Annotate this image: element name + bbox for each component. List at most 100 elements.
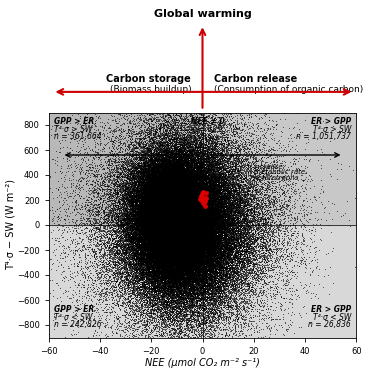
Point: [171, 232, 177, 238]
Point: [142, 224, 148, 230]
Point: [177, 231, 183, 237]
Point: [123, 191, 129, 197]
Point: [190, 205, 196, 211]
Point: [129, 128, 135, 134]
Point: [172, 164, 178, 170]
Point: [220, 242, 226, 248]
Point: [194, 197, 200, 203]
Point: [168, 225, 174, 231]
Point: [189, 254, 195, 260]
Point: [191, 259, 197, 265]
Point: [171, 215, 177, 221]
Point: [178, 216, 184, 222]
Point: [179, 149, 185, 155]
Point: [194, 202, 200, 208]
Point: [167, 249, 173, 255]
Point: [190, 211, 196, 217]
Point: [195, 185, 201, 191]
Point: [199, 253, 205, 259]
Point: [226, 189, 232, 195]
Point: [184, 174, 190, 180]
Point: [190, 262, 196, 268]
Point: [196, 217, 202, 223]
Point: [171, 232, 177, 238]
Point: [91, 137, 97, 143]
Point: [164, 204, 170, 210]
Point: [155, 266, 161, 272]
Point: [136, 246, 142, 252]
Point: [167, 213, 173, 219]
Point: [183, 230, 189, 236]
Point: [162, 260, 168, 266]
Point: [176, 236, 181, 242]
Point: [194, 222, 200, 228]
Point: [141, 182, 147, 188]
Point: [160, 216, 166, 222]
Point: [158, 238, 164, 244]
Point: [162, 189, 168, 195]
Point: [176, 253, 182, 259]
Point: [169, 202, 175, 208]
Point: [167, 204, 173, 210]
Point: [130, 272, 136, 278]
Point: [186, 186, 192, 192]
Point: [187, 211, 193, 217]
Point: [170, 229, 176, 235]
Point: [159, 180, 165, 186]
Point: [148, 190, 154, 196]
Point: [191, 190, 197, 196]
Point: [172, 178, 178, 184]
Point: [247, 223, 253, 229]
Point: [181, 184, 187, 190]
Point: [207, 246, 213, 252]
Point: [190, 171, 196, 177]
Point: [199, 234, 205, 240]
Point: [183, 210, 189, 216]
Point: [152, 239, 157, 245]
Point: [130, 248, 136, 254]
Point: [165, 240, 171, 246]
Point: [153, 222, 159, 228]
Point: [179, 209, 185, 215]
Point: [221, 237, 227, 243]
Point: [114, 202, 120, 208]
Point: [174, 218, 180, 224]
Point: [165, 250, 171, 256]
Point: [147, 237, 153, 243]
Point: [169, 224, 175, 230]
Point: [173, 225, 179, 231]
Point: [160, 228, 166, 234]
Point: [194, 247, 200, 253]
Point: [170, 241, 176, 247]
Point: [170, 210, 176, 216]
Point: [166, 276, 172, 282]
Point: [241, 305, 247, 311]
Point: [193, 239, 199, 245]
Point: [184, 134, 190, 140]
Point: [154, 248, 160, 254]
Point: [177, 199, 183, 205]
Point: [147, 217, 153, 223]
Point: [170, 232, 176, 238]
Point: [187, 238, 193, 244]
Point: [168, 230, 174, 236]
Point: [161, 211, 167, 217]
Point: [159, 183, 165, 189]
Point: [184, 141, 190, 147]
Point: [158, 223, 164, 229]
Point: [165, 196, 171, 202]
Point: [179, 247, 185, 253]
Point: [166, 221, 172, 227]
Point: [183, 187, 189, 193]
Point: [176, 241, 182, 247]
Point: [188, 205, 194, 211]
Point: [242, 290, 248, 296]
Point: [211, 185, 217, 191]
Point: [199, 171, 205, 177]
Point: [168, 226, 174, 232]
Point: [116, 317, 122, 323]
Point: [183, 196, 189, 202]
Point: [144, 242, 150, 248]
Point: [137, 202, 143, 208]
Point: [174, 229, 180, 235]
